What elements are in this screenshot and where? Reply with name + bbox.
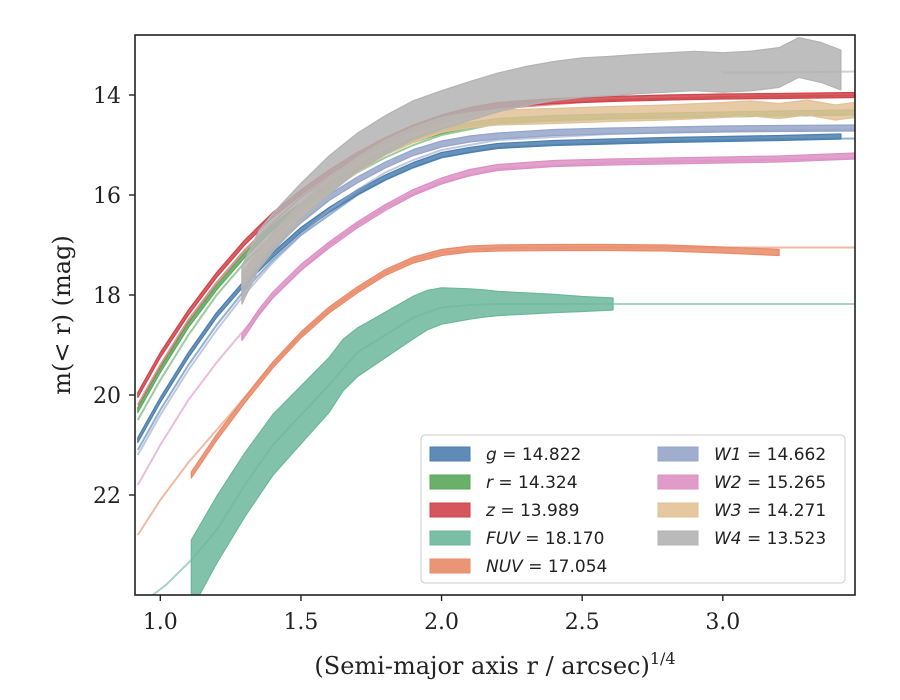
y-tick-label: 14 — [93, 84, 121, 109]
legend-label-w3: W3 = 14.271 — [714, 501, 826, 521]
legend-swatch-w1 — [657, 446, 699, 462]
legend-label-band: W2 — [714, 473, 742, 493]
x-axis-label-exponent: 1/4 — [650, 649, 676, 668]
legend-label-z: z = 13.989 — [485, 501, 579, 521]
legend-swatch-g — [429, 446, 471, 462]
x-axis: 1.0 1.5 2.0 2.5 3.0 — [143, 595, 740, 635]
legend-label-value: = 18.170 — [520, 529, 605, 549]
x-tick-label: 1.5 — [283, 610, 318, 635]
legend-swatch-r — [429, 474, 471, 490]
legend-swatch-nuv — [429, 558, 471, 574]
series-fuv-band — [190, 287, 614, 595]
legend-label-band: g — [486, 445, 497, 465]
legend-swatch-w3 — [657, 502, 699, 518]
series-w1-extrapolation — [136, 128, 855, 456]
legend-label-w1: W1 = 14.662 — [714, 445, 826, 465]
y-tick-label: 22 — [93, 484, 121, 509]
legend-label-value: = 13.989 — [495, 501, 580, 521]
legend-swatch-w2 — [657, 474, 699, 490]
series-nuv-band — [190, 243, 780, 479]
legend-label-fuv: FUV = 18.170 — [486, 529, 604, 549]
x-tick-label: 1.0 — [143, 610, 178, 635]
legend-label-band: W1 — [714, 445, 742, 465]
x-tick-label: 2.5 — [565, 610, 600, 635]
x-axis-label-text: (Semi-major axis r / arcsec) — [314, 652, 649, 680]
legend-label-band: FUV — [486, 529, 521, 549]
legend-label-r: r = 14.324 — [486, 473, 578, 493]
legend-label-value: = 13.523 — [742, 529, 827, 549]
chart-marks — [136, 36, 855, 595]
legend-label-band: z — [485, 501, 496, 521]
legend-swatch-w4 — [657, 530, 699, 546]
legend-label-w2: W2 = 15.265 — [714, 473, 826, 493]
legend-label-value: = 14.662 — [742, 445, 827, 465]
legend-label-value: = 14.271 — [742, 501, 827, 521]
legend-label-band: W4 — [714, 529, 742, 549]
y-tick-label: 20 — [93, 384, 121, 409]
x-axis-label: (Semi-major axis r / arcsec)1/4 — [314, 649, 675, 680]
legend-label-g: g = 14.822 — [486, 445, 581, 465]
series-w4-band — [241, 36, 842, 305]
plot-frame — [134, 34, 856, 596]
legend-box — [420, 434, 846, 584]
x-tick-label: 2.0 — [424, 610, 459, 635]
legend-label-value: = 14.324 — [493, 473, 578, 493]
legend-label-nuv: NUV = 17.054 — [486, 557, 607, 577]
y-axis: 14 16 18 20 22 — [93, 84, 135, 509]
legend-label-value: = 14.822 — [497, 445, 582, 465]
series-w2-band — [241, 152, 855, 342]
legend-label-w4: W4 = 13.523 — [714, 529, 826, 549]
series-g-band — [137, 133, 842, 444]
legend-swatch-fuv — [429, 530, 471, 546]
y-axis-label: m(< r) (mag) — [48, 235, 76, 394]
legend-label-band: NUV — [486, 557, 524, 577]
series-w1-band — [241, 124, 855, 294]
legend-label-band: r — [486, 473, 494, 493]
x-tick-label: 3.0 — [705, 610, 740, 635]
legend-label-band: W3 — [714, 501, 742, 521]
legend-label-value: = 15.265 — [742, 473, 827, 493]
y-tick-label: 16 — [93, 184, 121, 209]
legend-label-value: = 17.054 — [523, 557, 608, 577]
legend-swatch-z — [429, 502, 471, 518]
y-tick-label: 18 — [93, 284, 121, 309]
